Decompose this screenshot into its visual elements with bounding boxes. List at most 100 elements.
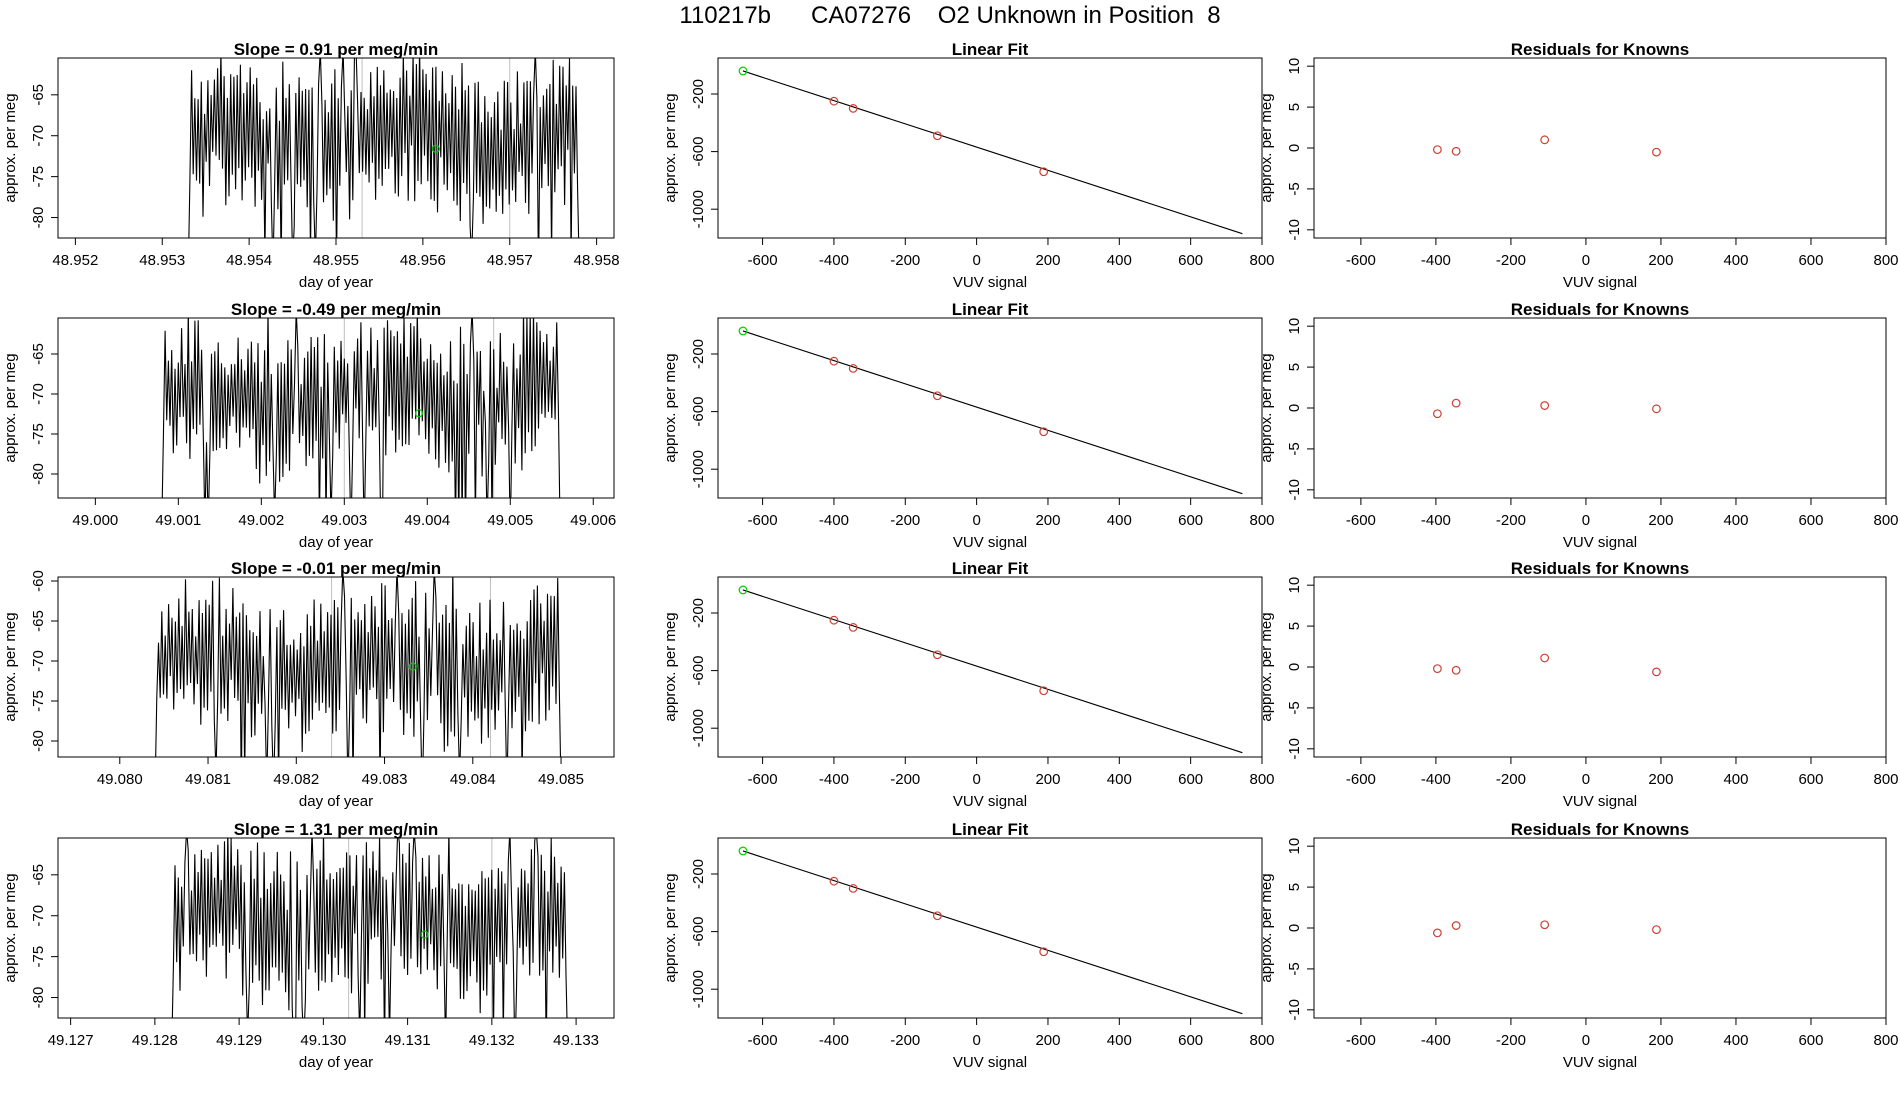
- known-point: [1039, 427, 1049, 437]
- x-tick-label: -600: [748, 512, 778, 529]
- x-axis-label: VUV signal: [1563, 534, 1637, 551]
- x-tick-label: 49.082: [273, 771, 319, 788]
- plot-frame: [57, 57, 615, 239]
- x-tick-label: 48.953: [139, 252, 185, 269]
- plot-area: [155, 577, 562, 757]
- y-axis-label: approx. per meg: [2, 353, 19, 462]
- x-axis-label: day of year: [299, 1054, 373, 1071]
- x-tick-label: 600: [1798, 771, 1823, 788]
- x-tick-label: 600: [1178, 512, 1203, 529]
- known-point: [848, 623, 858, 632]
- x-tick-label: -400: [1421, 771, 1451, 788]
- y-tick-label: 0: [1286, 663, 1303, 671]
- known-point: [932, 391, 942, 401]
- residual-point: [1451, 398, 1461, 408]
- residual-point: [1433, 928, 1442, 938]
- residual-point: [1540, 135, 1550, 145]
- y-tick-label: -200: [690, 598, 707, 628]
- x-axis-label: day of year: [299, 793, 373, 810]
- figure-title: 110217b CA07276 O2 Unknown in Position 8: [679, 2, 1221, 29]
- x-tick-label: 400: [1723, 512, 1748, 529]
- x-tick-label: 800: [1873, 771, 1898, 788]
- y-tick-label: 10: [1286, 318, 1303, 335]
- x-tick-label: 49.085: [538, 771, 584, 788]
- x-tick-label: -200: [1496, 771, 1526, 788]
- y-tick-label: -10: [1286, 479, 1303, 501]
- fit-line: [742, 589, 1243, 754]
- known-point: [829, 96, 839, 106]
- x-tick-label: 0: [972, 512, 980, 529]
- x-tick-label: -400: [1421, 252, 1451, 269]
- y-axis-label: approx. per meg: [2, 873, 19, 982]
- y-tick-label: -5: [1286, 182, 1303, 195]
- y-tick-label: -75: [30, 690, 47, 712]
- x-tick-label: -400: [819, 252, 849, 269]
- x-tick-label: 49.084: [450, 771, 496, 788]
- y-tick-label: -70: [30, 905, 47, 927]
- highlight-marker: [420, 930, 429, 939]
- y-tick-label: -600: [690, 656, 707, 686]
- x-axis-label: day of year: [299, 274, 373, 291]
- x-tick-label: -400: [819, 771, 849, 788]
- x-tick-label: 800: [1249, 771, 1274, 788]
- plot-frame: [717, 837, 1263, 1019]
- known-point: [1039, 167, 1049, 177]
- y-tick-label: -200: [690, 79, 707, 109]
- residual-point: [1652, 404, 1661, 414]
- panel-title: Slope = 0.91 per meg/min: [234, 40, 439, 59]
- y-axis-label: approx. per meg: [662, 873, 679, 982]
- residual-point: [1652, 667, 1661, 677]
- x-tick-label: 200: [1648, 771, 1673, 788]
- y-axis-label: approx. per meg: [1258, 353, 1275, 462]
- x-tick-label: -400: [819, 1032, 849, 1049]
- y-axis-label: approx. per meg: [662, 612, 679, 721]
- panel-row3-fit: Linear Fit VUV signal approx. per meg -600 -…: [662, 559, 1275, 810]
- known-point: [932, 131, 942, 141]
- y-tick-label: 5: [1286, 883, 1303, 891]
- panel-row2-fit: Linear Fit VUV signal approx. per meg -600 -…: [662, 300, 1275, 551]
- x-tick-label: -400: [1421, 1032, 1451, 1049]
- signal-trace: [155, 577, 562, 757]
- panel-row4-trace: Slope = 1.31 per meg/min day of year appro…: [2, 820, 615, 1071]
- x-axis-label: day of year: [299, 534, 373, 551]
- y-tick-label: -600: [690, 137, 707, 167]
- x-tick-label: 600: [1178, 1032, 1203, 1049]
- x-tick-label: 49.004: [404, 512, 450, 529]
- x-tick-label: -200: [890, 512, 920, 529]
- y-tick-label: -60: [30, 570, 47, 592]
- y-tick-label: -1000: [690, 450, 707, 488]
- panel-title: Residuals for Knowns: [1511, 559, 1690, 578]
- highlight-marker: [431, 144, 441, 153]
- y-axis-label: approx. per meg: [2, 612, 19, 721]
- plot-frame: [1313, 576, 1887, 758]
- y-axis-label: approx. per meg: [1258, 873, 1275, 982]
- x-tick-label: -600: [1346, 512, 1376, 529]
- unknown-point: [738, 66, 748, 76]
- y-tick-label: 10: [1286, 58, 1303, 75]
- x-tick-label: 48.955: [313, 252, 359, 269]
- y-tick-label: -75: [30, 946, 47, 968]
- known-point: [1039, 947, 1049, 957]
- x-axis-label: VUV signal: [1563, 793, 1637, 810]
- y-tick-label: -600: [690, 917, 707, 947]
- panel-title: Residuals for Knowns: [1511, 40, 1690, 59]
- x-tick-label: 0: [972, 252, 980, 269]
- y-axis-label: approx. per meg: [662, 353, 679, 462]
- x-tick-label: 600: [1798, 1032, 1823, 1049]
- plot-frame: [57, 317, 615, 499]
- known-point: [829, 615, 839, 625]
- panel-row1-residuals: Residuals for Knowns VUV signal approx. pe…: [1258, 40, 1899, 291]
- x-tick-label: 49.083: [362, 771, 408, 788]
- known-point: [848, 884, 858, 893]
- panel-row1-fit: Linear Fit VUV signal approx. per meg -600 -…: [662, 40, 1275, 291]
- y-tick-label: -5: [1286, 701, 1303, 714]
- y-tick-label: -600: [690, 397, 707, 427]
- x-tick-label: 600: [1178, 771, 1203, 788]
- known-point: [932, 650, 942, 660]
- x-axis-label: VUV signal: [953, 1054, 1027, 1071]
- known-point: [829, 876, 839, 886]
- y-tick-label: -10: [1286, 738, 1303, 760]
- x-tick-label: 400: [1107, 771, 1132, 788]
- residual-point: [1540, 653, 1550, 663]
